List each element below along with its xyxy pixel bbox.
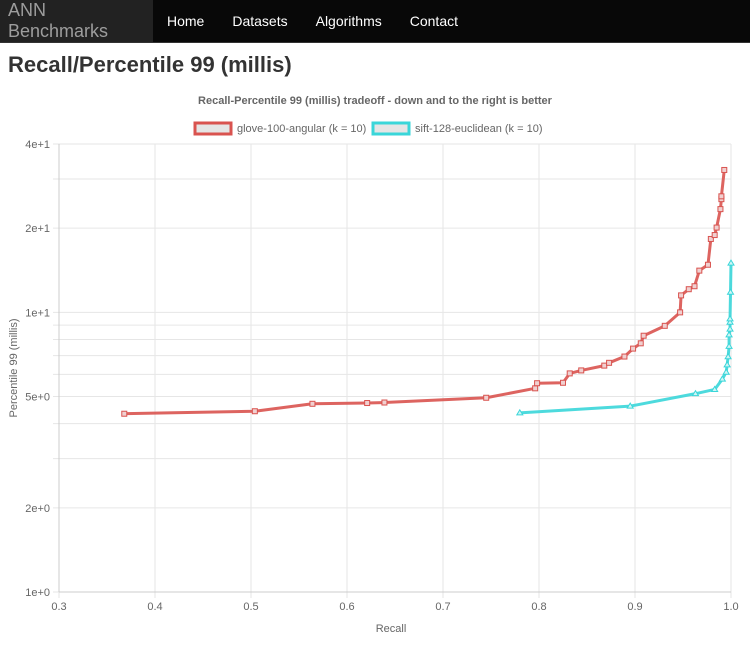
data-point[interactable]: [724, 352, 733, 360]
data-point[interactable]: [606, 359, 613, 366]
x-axis-label: Recall: [376, 623, 407, 635]
data-point[interactable]: [515, 408, 524, 416]
y-axis-label: Percentile 99 (millis): [8, 318, 20, 417]
data-point[interactable]: [532, 385, 539, 392]
data-point[interactable]: [566, 370, 573, 377]
data-point[interactable]: [726, 318, 734, 325]
nav-algorithms[interactable]: Algorithms: [315, 13, 382, 29]
data-point[interactable]: [691, 283, 698, 290]
data-point[interactable]: [364, 400, 371, 407]
data-point[interactable]: [621, 353, 628, 360]
data-point[interactable]: [630, 345, 637, 352]
data-point[interactable]: [121, 410, 128, 417]
page-title: Recall/Percentile 99 (millis): [8, 52, 292, 77]
data-point[interactable]: [309, 400, 316, 407]
data-point[interactable]: [685, 286, 692, 293]
data-point[interactable]: [713, 224, 720, 231]
data-point[interactable]: [717, 206, 724, 213]
data-point[interactable]: [640, 332, 647, 339]
x-tick-label: 0.8: [531, 601, 546, 613]
data-point[interactable]: [251, 408, 258, 415]
data-point[interactable]: [691, 389, 700, 397]
data-point[interactable]: [626, 402, 635, 409]
series-line-1: [519, 263, 733, 415]
y-tick-label: 2e+1: [25, 223, 50, 235]
data-point[interactable]: [483, 394, 490, 401]
series-line-0: [124, 169, 726, 416]
data-point[interactable]: [601, 362, 608, 369]
data-point[interactable]: [560, 379, 566, 386]
data-point[interactable]: [707, 235, 714, 242]
nav-home[interactable]: Home: [167, 13, 205, 29]
x-tick-label: 0.3: [51, 601, 66, 613]
data-point[interactable]: [725, 330, 733, 338]
legend-label[interactable]: glove-100-angular (k = 10): [237, 123, 366, 135]
data-point[interactable]: [661, 322, 668, 329]
data-point[interactable]: [381, 399, 388, 406]
x-tick-label: 0.7: [435, 601, 450, 613]
data-point[interactable]: [677, 309, 684, 316]
nav-contact[interactable]: Contact: [409, 13, 458, 29]
data-point[interactable]: [696, 267, 703, 274]
data-point[interactable]: [726, 325, 734, 332]
data-point[interactable]: [726, 288, 735, 295]
legend-label[interactable]: sift-128-euclidean (k = 10): [415, 123, 542, 135]
data-point[interactable]: [578, 367, 585, 374]
x-tick-label: 0.9: [627, 601, 642, 613]
y-tick-label: 1e+1: [25, 307, 50, 319]
y-tick-label: 2e+0: [25, 503, 50, 515]
y-tick-label: 4e+1: [25, 139, 50, 151]
y-tick-label: 1e+0: [25, 587, 50, 599]
x-tick-label: 0.6: [339, 601, 354, 613]
legend-swatch[interactable]: [371, 121, 411, 136]
data-point[interactable]: [718, 375, 727, 382]
data-point[interactable]: [726, 314, 734, 322]
data-point[interactable]: [704, 261, 711, 268]
data-point[interactable]: [637, 340, 644, 347]
data-point[interactable]: [534, 380, 541, 387]
chart-title: Recall-Percentile 99 (millis) tradeoff -…: [198, 95, 553, 107]
data-point[interactable]: [725, 342, 733, 349]
y-tick-label: 5e+0: [25, 392, 50, 404]
data-point[interactable]: [718, 193, 725, 200]
nav-datasets[interactable]: Datasets: [232, 13, 288, 29]
data-point[interactable]: [710, 385, 719, 392]
x-tick-label: 0.5: [243, 601, 258, 613]
navbar: ANN Benchmarks Home Datasets Algorithms …: [0, 0, 750, 43]
data-point[interactable]: [678, 292, 685, 299]
legend-swatch[interactable]: [193, 121, 233, 136]
data-point[interactable]: [723, 360, 732, 368]
data-point[interactable]: [711, 232, 718, 239]
data-point[interactable]: [722, 368, 731, 375]
data-point[interactable]: [721, 166, 728, 173]
x-tick-label: 1.0: [723, 601, 738, 613]
brand-link[interactable]: ANN Benchmarks: [0, 0, 153, 42]
x-tick-label: 0.4: [147, 601, 162, 613]
data-point[interactable]: [727, 259, 735, 266]
